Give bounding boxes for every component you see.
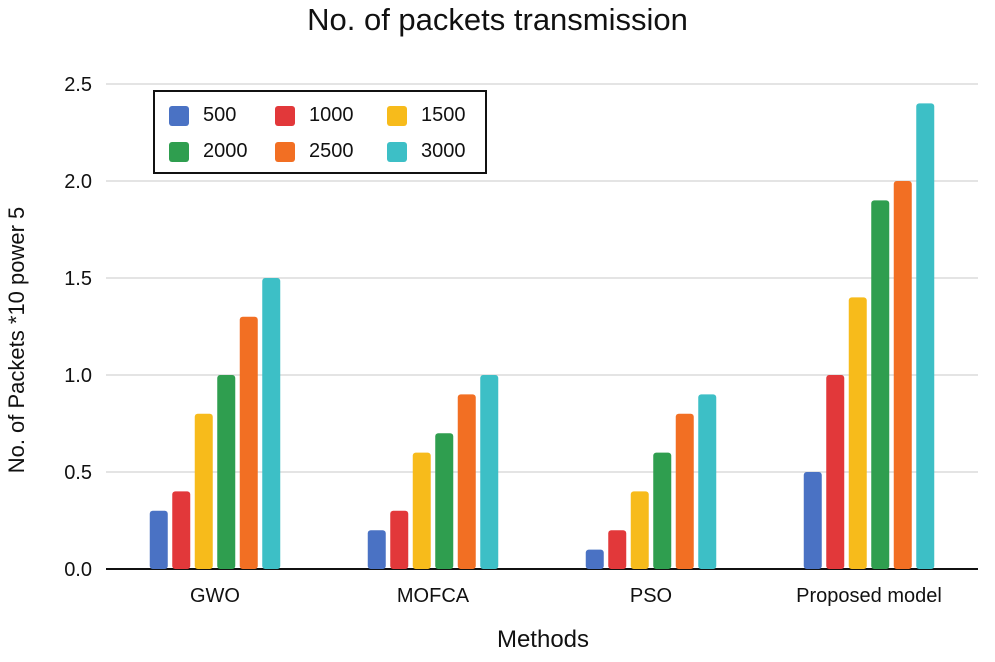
bar-500	[803, 472, 822, 569]
legend-swatch-1500	[387, 105, 407, 126]
legend-swatch-2000	[169, 141, 189, 162]
bar-3000	[916, 103, 935, 570]
bar-1000	[390, 510, 409, 569]
bar-500	[367, 530, 386, 569]
bar-2000	[871, 200, 890, 569]
legend-label-1500: 1500	[421, 104, 466, 126]
legend-label-1000: 1000	[309, 104, 354, 126]
bar-2500	[239, 316, 258, 569]
y-tick-label: 1.5	[64, 268, 92, 290]
legend-item-2000: 2000	[169, 140, 248, 163]
legend-label-3000: 3000	[421, 140, 466, 162]
bar-1500	[848, 297, 867, 569]
bar-1500	[630, 491, 649, 569]
bar-2000	[217, 375, 236, 569]
legend-swatch-3000	[387, 141, 407, 162]
bar-2000	[653, 452, 672, 569]
bar-2000	[435, 433, 454, 569]
x-tick-label: MOFCA	[397, 585, 470, 607]
bar-1500	[412, 452, 431, 569]
bar-2500	[457, 394, 476, 569]
y-tick-label: 2.0	[64, 171, 92, 193]
y-tick-label: 1.0	[64, 365, 92, 387]
bar-500	[149, 510, 168, 569]
chart-title: No. of packets transmission	[307, 2, 688, 37]
bar-3000	[262, 278, 281, 569]
bar-3000	[480, 375, 499, 569]
legend-label-500: 500	[203, 104, 237, 126]
legend-swatch-1000	[275, 105, 295, 126]
x-tick-label: Proposed model	[796, 585, 942, 607]
bar-2500	[893, 181, 912, 569]
legend-swatch-2500	[275, 141, 295, 162]
bar-1000	[608, 530, 627, 569]
bar-3000	[698, 394, 717, 569]
legend-swatch-500	[169, 105, 189, 126]
legend-label-2000: 2000	[203, 140, 248, 162]
x-tick-label: GWO	[190, 585, 240, 607]
legend-item-1500: 1500	[387, 104, 466, 127]
legend-label-2500: 2500	[309, 140, 354, 162]
legend-item-2500: 2500	[275, 140, 354, 163]
x-axis-label: Methods	[496, 626, 590, 653]
legend-item-1000: 1000	[275, 104, 354, 127]
legend-item-500: 500	[169, 104, 236, 127]
bar-1000	[172, 491, 191, 569]
bar-2500	[675, 413, 694, 569]
y-tick-label: 0.5	[64, 462, 92, 484]
legend-item-3000: 3000	[387, 140, 466, 163]
y-tick-label: 2.5	[64, 74, 92, 96]
legend: 500 1000 1500 2000 2500 3000	[153, 90, 487, 174]
bar-500	[585, 549, 604, 569]
bar-1000	[826, 375, 845, 569]
y-tick-label: 0.0	[64, 559, 92, 581]
x-tick-label: PSO	[630, 585, 672, 607]
bar-1500	[194, 413, 213, 569]
